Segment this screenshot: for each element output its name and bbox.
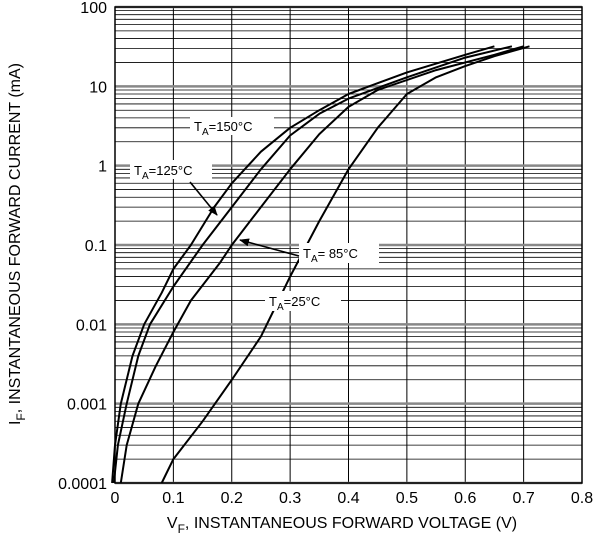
x-tick-label: 0.4 [337,490,359,507]
series-line-3 [160,45,530,484]
x-tick-labels: 0 0.1 0.2 0.3 0.4 0.5 0.6 0.7 0.8 [111,490,594,507]
annotation-150c-label: TA=150°C [194,119,253,138]
x-tick-label: 0.6 [454,490,476,507]
y-tick-label: 0.1 [85,238,107,255]
x-tick-label: 0.2 [221,490,243,507]
x-axis-title: VF, INSTANTANEOUS FORWARD VOLTAGE (V) [167,515,517,536]
y-tick-label: 1 [98,159,107,176]
y-axis-title: IF, INSTANTANEOUS FORWARD CURRENT (mA) [7,63,28,425]
series-line-1 [112,45,513,484]
y-tick-label: 0.001 [67,397,107,414]
y-tick-label: 100 [80,0,107,17]
x-tick-label: 0.5 [396,490,418,507]
x-tick-label: 0.8 [571,490,593,507]
series-line-0 [111,45,495,484]
x-tick-label: 0.7 [513,490,535,507]
annotation-25c: TA=25°C [265,291,341,313]
x-tick-label: 0.1 [162,490,184,507]
y-tick-label: 0.0001 [58,476,107,493]
y-tick-label: 10 [89,79,107,96]
x-tick-label: 0 [111,490,120,507]
y-tick-labels: 100 10 1 0.1 0.01 0.001 0.0001 [58,0,107,493]
plot-frame [114,6,583,484]
annotation-125c-arrow [189,181,218,216]
series-line-2 [119,45,524,484]
annotation-85c: TA= 85°C [239,238,379,265]
annotation-25c-label: TA=25°C [269,294,320,313]
y-tick-label: 0.01 [76,317,107,334]
annotation-85c-label: TA= 85°C [303,246,358,265]
annotation-85c-arrow [239,238,300,257]
x-tick-label: 0.3 [279,490,301,507]
curves [111,45,530,484]
annotation-125c: TA=125°C [130,160,218,216]
annotation-125c-label: TA=125°C [134,163,193,182]
annotation-150c: TA=150°C [190,117,274,138]
